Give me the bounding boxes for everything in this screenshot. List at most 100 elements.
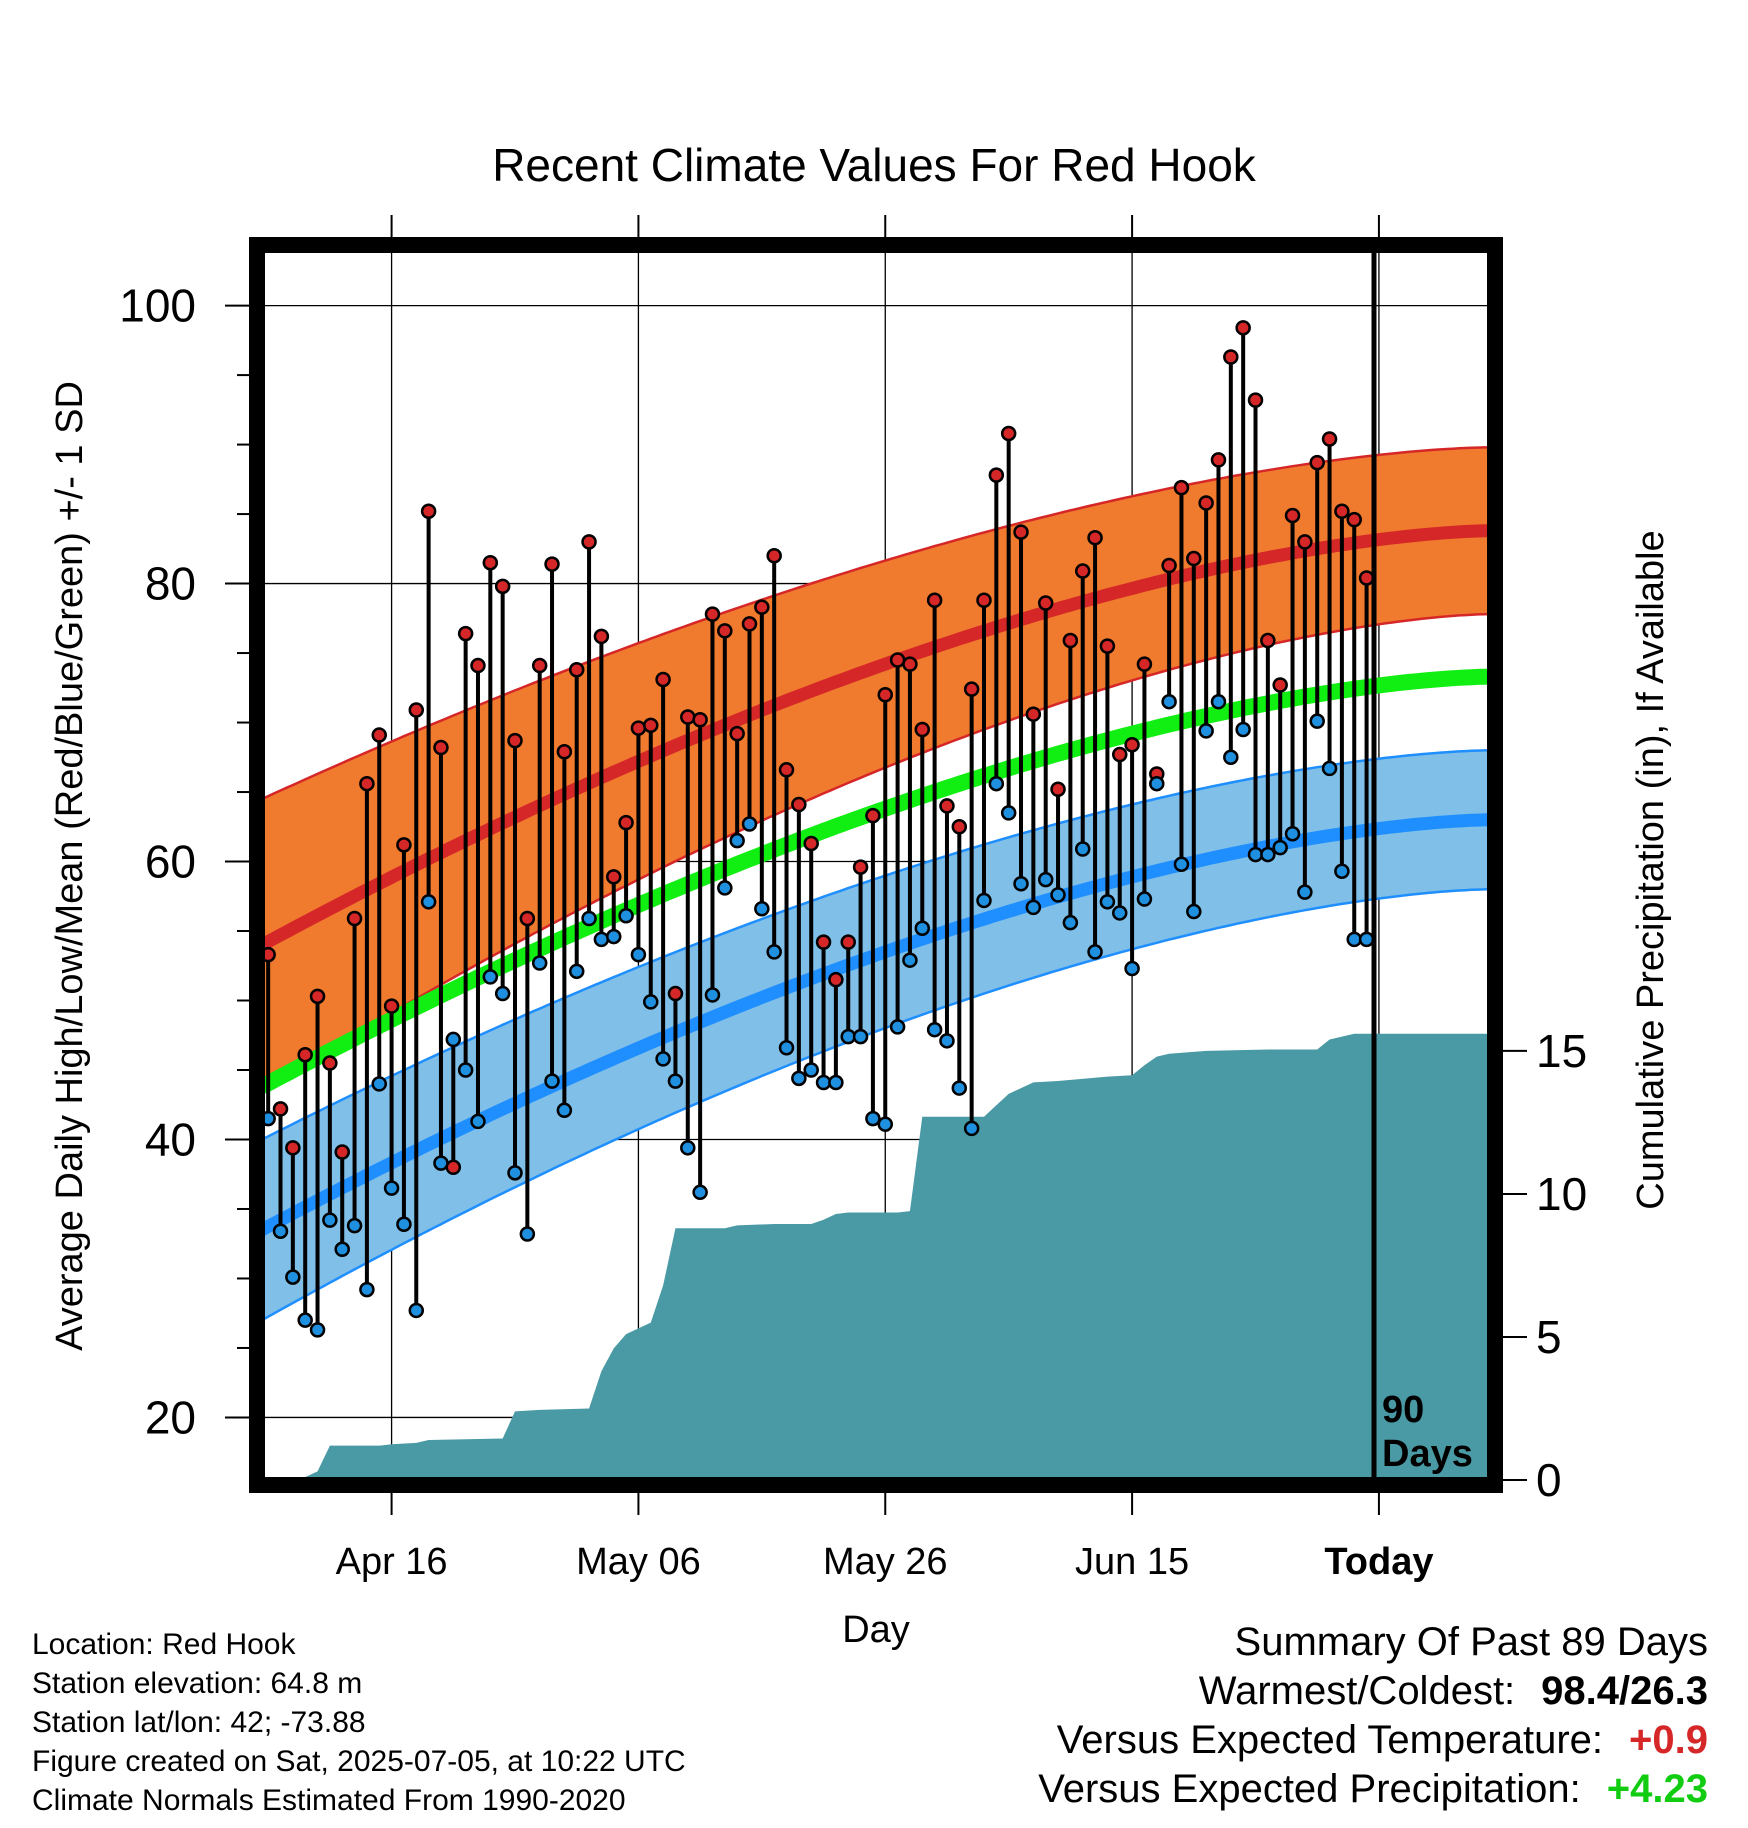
high-point — [593, 628, 610, 645]
low-point — [1111, 905, 1128, 921]
low-point — [914, 920, 931, 936]
y2-tick-label: 0 — [1536, 1454, 1562, 1506]
high-point — [680, 709, 696, 725]
high-point — [470, 657, 486, 674]
low-point — [297, 1312, 313, 1328]
low-point — [1074, 841, 1091, 857]
high-point — [877, 686, 894, 703]
high-point — [408, 702, 425, 718]
low-point — [1136, 891, 1153, 907]
x-tick-label: Jun 15 — [1075, 1541, 1189, 1583]
precip-label: Versus Expected Precipitation: — [1038, 1767, 1581, 1811]
high-point — [445, 1159, 462, 1176]
precip-area-fill — [268, 1033, 1490, 1480]
low-point — [309, 1322, 326, 1338]
high-point — [828, 971, 844, 988]
low-point — [494, 985, 511, 1002]
low-point — [1358, 931, 1375, 948]
high-point — [1272, 677, 1288, 693]
high-point — [1358, 570, 1375, 586]
high-point — [1124, 737, 1140, 753]
high-point — [334, 1144, 350, 1160]
high-point — [1235, 320, 1251, 336]
latlon-text: Station lat/lon: 42; -73.88 — [32, 1706, 366, 1739]
y2-tick-label: 10 — [1536, 1168, 1587, 1220]
y-tick-label: 60 — [145, 836, 196, 888]
x-tick-label: Apr 16 — [336, 1541, 448, 1583]
high-point — [988, 467, 1005, 483]
high-point — [1013, 524, 1029, 540]
high-point — [371, 727, 387, 743]
x-tick-label: May 06 — [576, 1541, 701, 1583]
high-point — [889, 652, 906, 668]
high-point — [766, 548, 782, 564]
low-point — [507, 1165, 523, 1181]
high-point — [494, 578, 511, 595]
low-point — [1198, 723, 1214, 739]
low-point — [1321, 760, 1338, 777]
high-point — [963, 681, 980, 697]
high-point — [605, 869, 622, 885]
low-point — [605, 928, 622, 945]
low-point — [1260, 846, 1276, 863]
y-tick-label: 20 — [145, 1391, 196, 1443]
low-point — [346, 1217, 363, 1234]
high-point — [568, 661, 585, 678]
high-point — [1099, 638, 1116, 654]
low-point — [803, 1062, 819, 1078]
low-point — [482, 969, 499, 985]
high-point — [976, 592, 992, 608]
high-point — [309, 988, 326, 1005]
high-point — [902, 656, 918, 672]
summary-temp-row: Versus Expected Temperature: +0.9 — [1038, 1716, 1708, 1765]
high-point — [1186, 550, 1202, 567]
high-point — [1050, 781, 1066, 798]
low-point — [1247, 846, 1264, 863]
low-point — [1099, 894, 1116, 910]
high-point — [433, 739, 449, 756]
low-point — [371, 1076, 387, 1092]
low-point — [519, 1226, 536, 1242]
temp-value: +0.9 — [1629, 1718, 1708, 1762]
high-point — [420, 503, 437, 520]
low-point — [741, 816, 758, 832]
high-point — [1210, 452, 1227, 468]
station-info: Location: Red Hook Station elevation: 64… — [32, 1625, 686, 1820]
today-days-number: 90 — [1382, 1389, 1424, 1431]
high-point — [1087, 529, 1103, 546]
high-point — [285, 1140, 301, 1156]
high-point — [667, 985, 684, 1002]
high-point — [1111, 746, 1128, 763]
precip-area — [268, 1033, 1490, 1480]
high-point — [815, 934, 832, 950]
low-point — [1235, 721, 1251, 738]
high-point — [1309, 454, 1325, 471]
created-text: Figure created on Sat, 2025-07-05, at 10… — [32, 1745, 686, 1778]
high-point — [704, 606, 721, 622]
low-point — [1161, 693, 1177, 710]
low-point — [618, 907, 634, 924]
low-point — [865, 1110, 881, 1127]
low-point — [556, 1102, 573, 1119]
high-point — [482, 554, 499, 571]
low-point — [1000, 805, 1017, 821]
high-point — [531, 657, 548, 674]
low-point — [433, 1155, 449, 1171]
low-point — [1025, 899, 1042, 916]
summary-panel: Summary Of Past 89 Days Warmest/Coldest:… — [1038, 1618, 1708, 1814]
low-point — [852, 1028, 869, 1045]
high-point — [951, 819, 968, 835]
high-point — [1074, 563, 1091, 579]
high-point — [1037, 595, 1054, 611]
low-point — [593, 931, 610, 948]
x-tick-label: May 26 — [823, 1541, 948, 1583]
low-point — [1124, 960, 1140, 977]
x-axis: Apr 16 May 06 May 26 Jun 15 Today — [336, 215, 1433, 1583]
high-point — [383, 998, 400, 1014]
high-point — [926, 592, 943, 608]
high-point — [556, 743, 573, 760]
low-point — [408, 1302, 425, 1319]
daily-points — [260, 320, 1375, 1338]
precip-value: +4.23 — [1606, 1767, 1708, 1811]
low-point — [976, 892, 992, 909]
